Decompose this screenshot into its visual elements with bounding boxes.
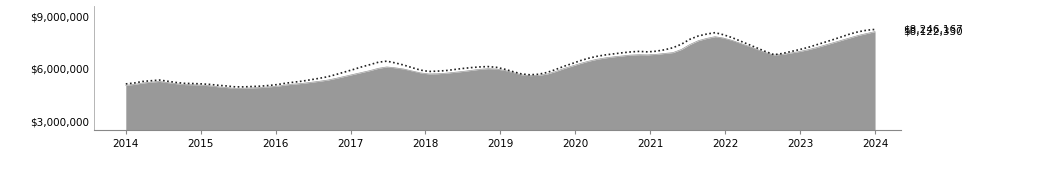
Text: $8,246,167: $8,246,167 xyxy=(902,24,962,34)
Text: $8,122,330: $8,122,330 xyxy=(902,27,962,36)
Legend: Institutional Shares, FTSE Global All Cap ex US Index: Institutional Shares, FTSE Global All Ca… xyxy=(156,190,537,191)
